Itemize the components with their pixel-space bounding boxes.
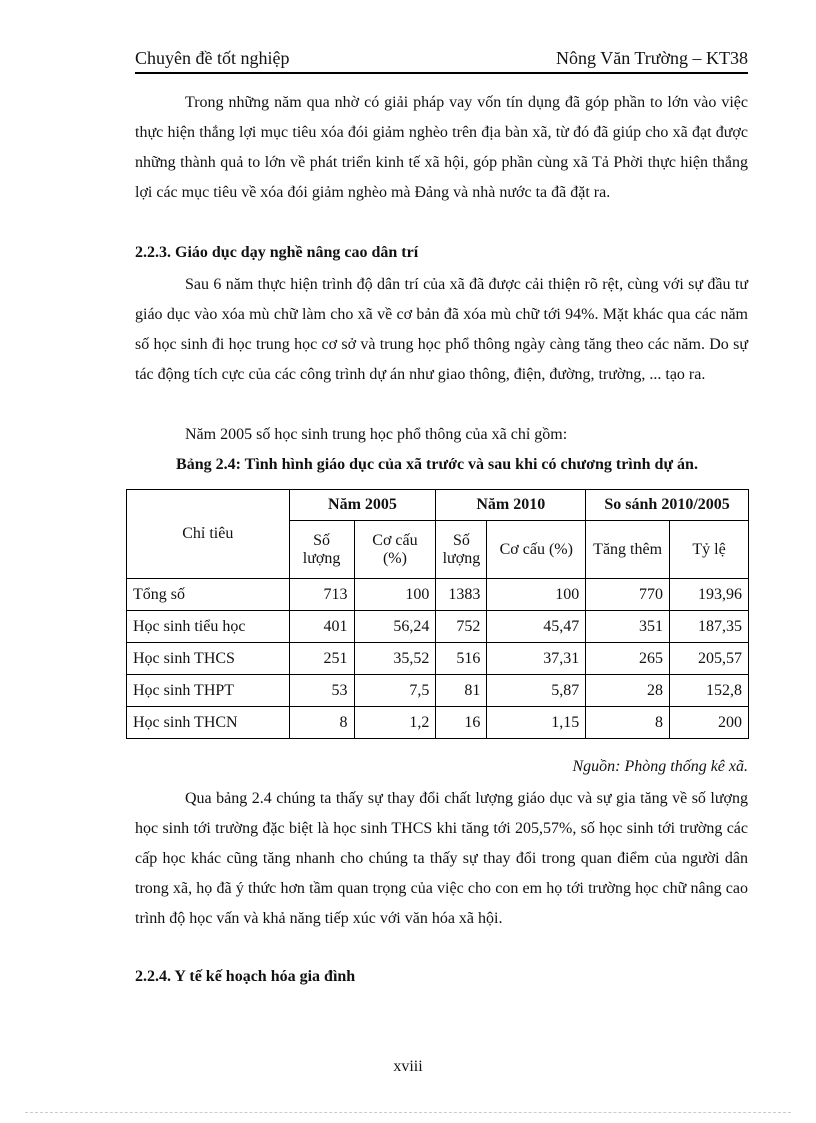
table-cell: 152,8 xyxy=(669,674,749,707)
table-cell: 351 xyxy=(585,610,671,643)
table-cell: 16 xyxy=(435,706,488,739)
table-cell: 251 xyxy=(288,642,355,675)
row-label: Học sinh THCN xyxy=(126,706,290,739)
table-cell: 45,47 xyxy=(486,610,587,643)
table-cell: 713 xyxy=(288,578,355,611)
subheader: Tăng thêm xyxy=(585,520,671,579)
row-label: Tổng số xyxy=(126,578,290,611)
page-number: xviii xyxy=(393,1058,423,1075)
subheader: Cơ cấu (%) xyxy=(486,520,587,579)
table-cell: 752 xyxy=(435,610,488,643)
table-cell: 516 xyxy=(435,642,488,675)
table-row: Học sinh THCS 251 35,52 516 37,31 265 205,57 xyxy=(126,642,749,675)
table-cell: 1,2 xyxy=(353,706,437,739)
table-row: Học sinh THPT 53 7,5 81 5,87 28 152,8 xyxy=(126,674,749,707)
row-label: Học sinh THCS xyxy=(126,642,290,675)
table-cell: 265 xyxy=(585,642,671,675)
table-cell: 37,31 xyxy=(486,642,587,675)
table-cell: 100 xyxy=(486,578,587,611)
header-left: Chuyên đề tốt nghiệp xyxy=(135,48,290,68)
table-row: Tổng số 713 100 1383 100 770 193,96 xyxy=(126,578,749,611)
page-header: Chuyên đề tốt nghiệp Nông Văn Trường – K… xyxy=(135,48,748,74)
table-caption: Bảng 2.4: Tình hình giáo dục của xã trướ… xyxy=(176,456,698,473)
section-heading-2-2-3: 2.2.3. Giáo dục dạy nghề nâng cao dân tr… xyxy=(135,244,419,261)
table-cell: 5,87 xyxy=(486,674,587,707)
table-cell: 8 xyxy=(288,706,355,739)
paragraph-3: Năm 2005 số học sinh trung học phổ thông… xyxy=(185,426,568,443)
subheader: Số lượng xyxy=(288,520,355,579)
page-boundary-divider xyxy=(25,1112,791,1113)
header-right: Nông Văn Trường – KT38 xyxy=(556,48,748,68)
table-cell: 56,24 xyxy=(353,610,437,643)
group-header-comparison: So sánh 2010/2005 xyxy=(585,489,749,521)
subheader: Cơ cấu (%) xyxy=(353,520,437,579)
table-cell: 401 xyxy=(288,610,355,643)
paragraph-4: Qua bảng 2.4 chúng ta thấy sự thay đổi c… xyxy=(135,790,748,927)
table-cell: 770 xyxy=(585,578,671,611)
table-cell: 1,15 xyxy=(486,706,587,739)
subheader: Số lượng xyxy=(435,520,488,579)
table-cell: 53 xyxy=(288,674,355,707)
table-cell: 28 xyxy=(585,674,671,707)
table-cell: 7,5 xyxy=(353,674,437,707)
group-header-2005: Năm 2005 xyxy=(288,489,437,521)
table-cell: 193,96 xyxy=(669,578,749,611)
subheader: Tỷ lệ xyxy=(669,520,749,579)
table-cell: 35,52 xyxy=(353,642,437,675)
group-header-2010: Năm 2010 xyxy=(435,489,587,521)
table-row: Học sinh tiểu học 401 56,24 752 45,47 351 187,… xyxy=(126,610,749,643)
col-header-indicator: Chỉ tiêu xyxy=(126,489,290,579)
table-cell: 187,35 xyxy=(669,610,749,643)
paragraph-1: Trong những năm qua nhờ có giải pháp vay… xyxy=(135,94,748,201)
education-table: Chỉ tiêu Năm 2005 Năm 2010 So sánh 2010/… xyxy=(126,489,749,739)
table-cell: 200 xyxy=(669,706,749,739)
row-label: Học sinh THPT xyxy=(126,674,290,707)
paragraph-2: Sau 6 năm thực hiện trình độ dân trí của… xyxy=(135,276,748,383)
table-source: Nguồn: Phòng thống kê xã. xyxy=(572,758,748,775)
table-cell: 1383 xyxy=(435,578,488,611)
section-heading-2-2-4: 2.2.4. Y tế kế hoạch hóa gia đình xyxy=(135,968,356,985)
table-cell: 81 xyxy=(435,674,488,707)
table-row: Học sinh THCN 8 1,2 16 1,15 8 200 xyxy=(126,706,749,739)
table-cell: 205,57 xyxy=(669,642,749,675)
table-cell: 100 xyxy=(353,578,437,611)
table-cell: 8 xyxy=(585,706,671,739)
row-label: Học sinh tiểu học xyxy=(126,610,290,643)
